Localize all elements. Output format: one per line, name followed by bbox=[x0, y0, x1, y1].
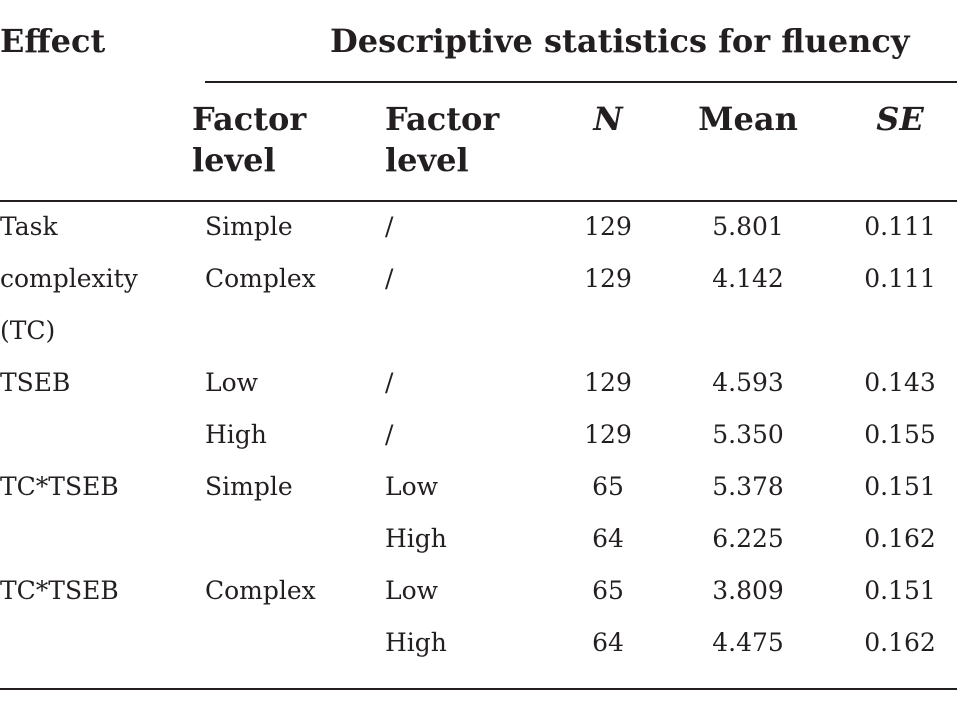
cell-se: 0.155 bbox=[864, 420, 936, 449]
cell-se: 0.162 bbox=[864, 628, 936, 657]
cell-se: 0.111 bbox=[864, 264, 936, 293]
cell-factor1: Simple bbox=[205, 212, 293, 241]
header-se: SE bbox=[876, 100, 924, 138]
cell-n: 129 bbox=[584, 212, 632, 241]
cell-se: 0.111 bbox=[864, 212, 936, 241]
cell-factor2: / bbox=[385, 420, 394, 449]
cell-n: 129 bbox=[584, 264, 632, 293]
header-n: N bbox=[593, 100, 623, 138]
cell-factor1: Complex bbox=[205, 264, 316, 293]
cell-n: 65 bbox=[592, 576, 624, 605]
cell-se: 0.143 bbox=[864, 368, 936, 397]
cell-n: 64 bbox=[592, 628, 624, 657]
cell-n: 64 bbox=[592, 524, 624, 553]
cell-mean: 4.475 bbox=[712, 628, 784, 657]
group-underline-rule bbox=[205, 81, 957, 83]
cell-mean: 4.142 bbox=[712, 264, 784, 293]
cell-effect: TSEB bbox=[0, 368, 71, 397]
cell-mean: 4.593 bbox=[712, 368, 784, 397]
cell-se: 0.151 bbox=[864, 576, 936, 605]
cell-factor2: Low bbox=[385, 576, 439, 605]
header-group-title: Descriptive statistics for fluency bbox=[330, 22, 910, 60]
cell-n: 65 bbox=[592, 472, 624, 501]
cell-factor2: / bbox=[385, 368, 394, 397]
cell-factor2: / bbox=[385, 212, 394, 241]
cell-mean: 5.801 bbox=[712, 212, 784, 241]
cell-se: 0.151 bbox=[864, 472, 936, 501]
cell-mean: 3.809 bbox=[712, 576, 784, 605]
cell-factor1: High bbox=[205, 420, 267, 449]
header-factor1-line1: Factor bbox=[192, 100, 307, 138]
header-factor1-line2: level bbox=[192, 141, 276, 179]
cell-mean: 6.225 bbox=[712, 524, 784, 553]
cell-effect: complexity bbox=[0, 264, 138, 293]
cell-n: 129 bbox=[584, 368, 632, 397]
table-bottom-rule bbox=[0, 688, 957, 690]
cell-n: 129 bbox=[584, 420, 632, 449]
header-factor2-line2: level bbox=[385, 141, 469, 179]
cell-mean: 5.350 bbox=[712, 420, 784, 449]
cell-effect: TC*TSEB bbox=[0, 472, 119, 501]
cell-factor2: Low bbox=[385, 472, 439, 501]
cell-effect: (TC) bbox=[0, 316, 56, 345]
cell-factor2: High bbox=[385, 524, 447, 553]
cell-mean: 5.378 bbox=[712, 472, 784, 501]
cell-factor2: / bbox=[385, 264, 394, 293]
cell-effect: TC*TSEB bbox=[0, 576, 119, 605]
header-mean: Mean bbox=[698, 100, 798, 138]
cell-factor1: Simple bbox=[205, 472, 293, 501]
cell-factor1: Complex bbox=[205, 576, 316, 605]
header-bottom-rule bbox=[0, 200, 957, 202]
cell-effect: Task bbox=[0, 212, 58, 241]
cell-factor1: Low bbox=[205, 368, 259, 397]
header-factor2-line1: Factor bbox=[385, 100, 500, 138]
cell-se: 0.162 bbox=[864, 524, 936, 553]
cell-factor2: High bbox=[385, 628, 447, 657]
header-effect: Effect bbox=[0, 22, 106, 60]
